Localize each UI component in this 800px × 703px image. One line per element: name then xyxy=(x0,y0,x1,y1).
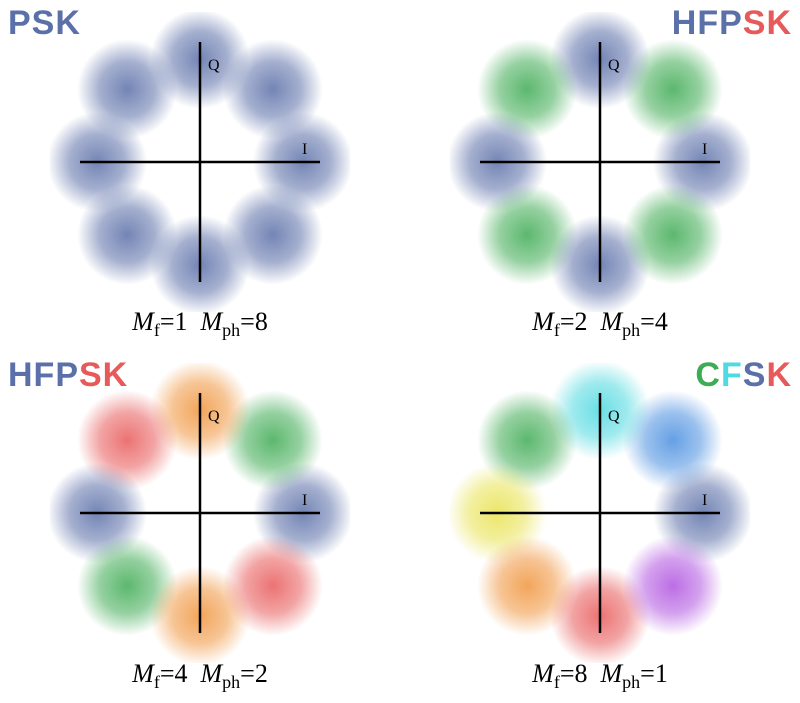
constellation: QI xyxy=(50,363,350,663)
q-axis-label: Q xyxy=(208,408,220,425)
constellation: QI xyxy=(50,12,350,312)
title-segment: K xyxy=(766,356,792,394)
panel-caption: Mf=1 Mph=8 xyxy=(132,307,268,341)
panel-hfpsk2: HFPSKQIMf=2 Mph=4 xyxy=(400,0,800,352)
title-segment: SK xyxy=(743,4,792,42)
panel-caption: Mf=4 Mph=2 xyxy=(132,659,268,693)
i-axis-label: I xyxy=(702,492,707,509)
constellation-point xyxy=(223,185,323,285)
i-axis-label: I xyxy=(302,492,307,509)
diagram-grid: PSKQIMf=1 Mph=8 HFPSKQIMf=2 Mph=4 HFPSKQ… xyxy=(0,0,800,703)
panel-cfsk: CFSKQIMf=8 Mph=1 xyxy=(400,352,800,703)
q-axis-label: Q xyxy=(208,57,220,74)
panel-caption: Mf=8 Mph=1 xyxy=(532,659,668,693)
i-axis-label: I xyxy=(302,141,307,158)
constellation-point xyxy=(623,185,723,285)
panel-hfpsk4: HFPSKQIMf=4 Mph=2 xyxy=(0,352,400,703)
panel-psk: PSKQIMf=1 Mph=8 xyxy=(0,0,400,352)
panel-caption: Mf=2 Mph=4 xyxy=(532,307,668,341)
i-axis-label: I xyxy=(702,141,707,158)
q-axis-label: Q xyxy=(608,408,620,425)
constellation-point xyxy=(623,536,723,636)
constellation: QI xyxy=(450,12,750,312)
constellation-point xyxy=(223,536,323,636)
q-axis-label: Q xyxy=(608,57,620,74)
constellation: QI xyxy=(450,363,750,663)
